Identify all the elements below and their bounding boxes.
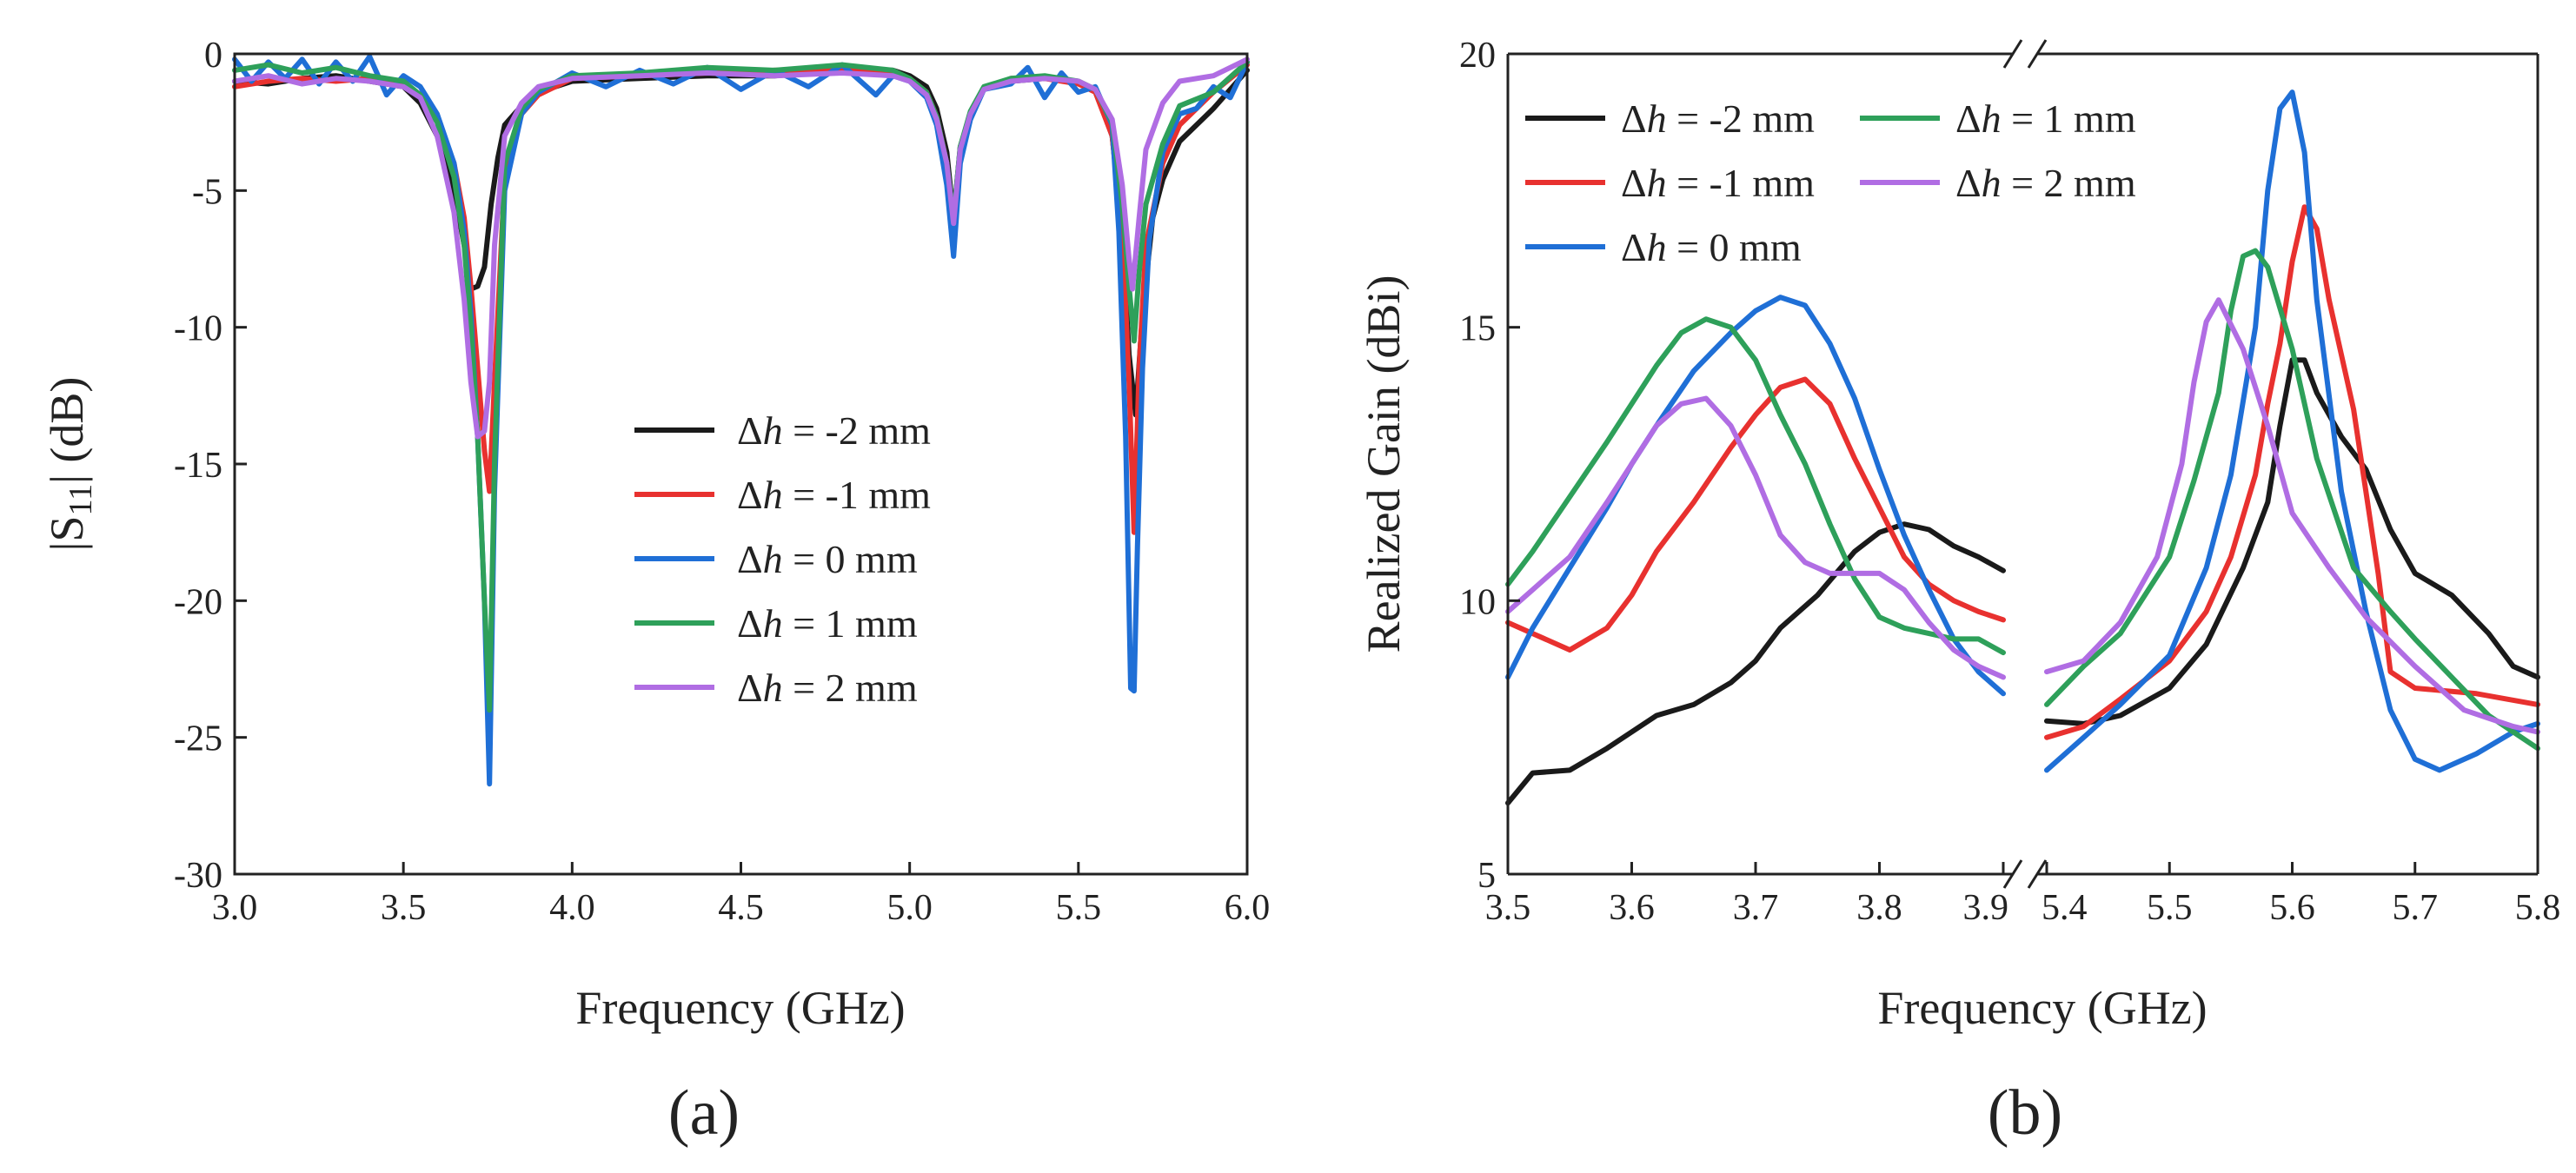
panel-b-x-tick-label: 5.5 — [2147, 888, 2193, 928]
panel-b-y-tick-label: 10 — [1459, 582, 1496, 622]
panel-a-series-line-4 — [232, 56, 1250, 440]
panel-a-y-tick-label: -5 — [192, 172, 222, 212]
panel-a-x-axis-label: Frequency (GHz) — [575, 982, 905, 1034]
panel-b-series-line-1-low — [1505, 376, 2006, 653]
panel-a-y-tick-label: -25 — [174, 719, 222, 759]
panel-b-axis-ticks: 3.5 3.6 3.7 3.8 3.9 5.4 5.5 5.6 5.7 5.8 5 10 15 20 — [1459, 36, 2560, 928]
panel-b-legend-label: Δh = 1 mm — [1955, 96, 2136, 141]
panel-b-series-line-0-high — [2044, 357, 2540, 726]
panel-a-y-tick-label: -10 — [174, 309, 222, 349]
panel-a-x-tick-label: 5.0 — [886, 888, 933, 928]
panel-a-legend-label: Δh = 0 mm — [737, 537, 918, 581]
panel-a-x-tick-label: 3.5 — [381, 888, 427, 928]
panel-a-y-tick-label: -30 — [174, 856, 222, 896]
panel-b-x-tick-label: 3.6 — [1609, 888, 1655, 928]
axis-break-mark — [2027, 39, 2048, 69]
panel-a-x-tick-label: 6.0 — [1225, 888, 1271, 928]
axis-break-mark — [2027, 859, 2048, 889]
panel-b-legend-label: Δh = -1 mm — [1621, 161, 1815, 205]
panel-b-legend-label: Δh = 0 mm — [1621, 225, 1802, 269]
panel-b-legend-label: Δh = 2 mm — [1955, 161, 2136, 205]
panel-b: 3.5 3.6 3.7 3.8 3.9 5.4 5.5 5.6 5.7 5.8 5 10 15 20 Fr… — [1358, 36, 2560, 1149]
panel-a-legend-label: Δh = 1 mm — [737, 601, 918, 646]
panel-b-plot-frame — [1506, 39, 2539, 889]
panel-a-y-tick-label: -15 — [174, 446, 222, 486]
panel-b-x-tick-label: 3.9 — [1963, 888, 2009, 928]
panel-a-caption: (a) — [668, 1077, 740, 1149]
axis-break-mark — [2002, 39, 2023, 69]
panel-b-x-tick-label: 5.8 — [2515, 888, 2561, 928]
panel-b-x-tick-label: 5.6 — [2269, 888, 2315, 928]
panel-a-y-label-prefix: |S — [41, 516, 93, 552]
panel-b-series-lines — [1505, 89, 2540, 806]
panel-b-y-tick-label: 20 — [1459, 36, 1496, 76]
panel-b-series-line-2-low — [1505, 295, 2006, 697]
axis-break-mark — [2002, 859, 2023, 889]
panel-b-x-tick-label: 3.7 — [1733, 888, 1779, 928]
panel-a-series-line-0 — [232, 67, 1250, 418]
panel-b-y-tick-label: 5 — [1477, 856, 1496, 896]
panel-a-y-label-subscript: 11 — [63, 484, 99, 516]
panel-b-x-axis-label: Frequency (GHz) — [1877, 982, 2207, 1034]
panel-a-y-axis-label: |S11| (dB) — [41, 377, 99, 552]
panel-a-plot-frame — [233, 52, 1249, 876]
panel-b-x-tick-label: 5.4 — [2042, 888, 2088, 928]
panel-b-y-tick-label: 15 — [1459, 309, 1496, 349]
panel-a-x-tick-label: 4.0 — [549, 888, 595, 928]
panel-b-legend-label: Δh = -2 mm — [1621, 96, 1815, 141]
panel-a-axis-ticks: 3.0 3.5 4.0 4.5 5.0 5.5 6.0 0 -5 -10 -15 -20 -25 -30 — [174, 36, 1270, 928]
panel-a-x-tick-label: 5.5 — [1056, 888, 1102, 928]
panel-a-legend-label: Δh = -1 mm — [737, 473, 931, 517]
panel-b-series-line-1-high — [2044, 204, 2540, 740]
panel-a-y-label-suffix: | (dB) — [41, 377, 93, 484]
panel-b-x-tick-label: 3.8 — [1856, 888, 1902, 928]
panel-a-series-lines — [232, 54, 1250, 787]
panel-b-x-tick-label: 5.7 — [2393, 888, 2439, 928]
panel-a-legend-label: Δh = 2 mm — [737, 666, 918, 710]
panel-a-x-tick-label: 4.5 — [718, 888, 764, 928]
panel-a-series-line-1 — [232, 62, 1250, 535]
panel-b-series-line-0-low — [1505, 521, 2006, 806]
panel-a-y-tick-label: -20 — [174, 582, 222, 622]
panel-a-y-tick-label: 0 — [204, 36, 222, 76]
panel-b-x-tick-label: 3.5 — [1485, 888, 1531, 928]
panel-b-y-axis-label: Realized Gain (dBi) — [1358, 275, 1410, 653]
panel-a-legend: Δh = -2 mm Δh = -1 mm Δh = 0 mm Δh = 1 mm Δh… — [634, 408, 931, 710]
panel-b-series-line-2-high — [2044, 89, 2540, 773]
panel-b-series-line-4-high — [2044, 297, 2540, 735]
panel-a: 3.0 3.5 4.0 4.5 5.0 5.5 6.00-5-10-15-20-25-30 … — [41, 36, 1270, 1149]
panel-b-series-line-3-high — [2044, 248, 2540, 752]
panel-a-x-tick-label: 3.0 — [212, 888, 258, 928]
panel-b-legend: Δh = -2 mm Δh = 1 mm Δh = -1 mm Δh = 2 mm Δh… — [1525, 96, 2136, 269]
panel-b-series-line-3-low — [1505, 316, 2006, 656]
panel-b-series-line-4-low — [1505, 395, 2006, 680]
panel-a-legend-label: Δh = -2 mm — [737, 408, 931, 453]
panel-b-caption: (b) — [1988, 1077, 2062, 1149]
